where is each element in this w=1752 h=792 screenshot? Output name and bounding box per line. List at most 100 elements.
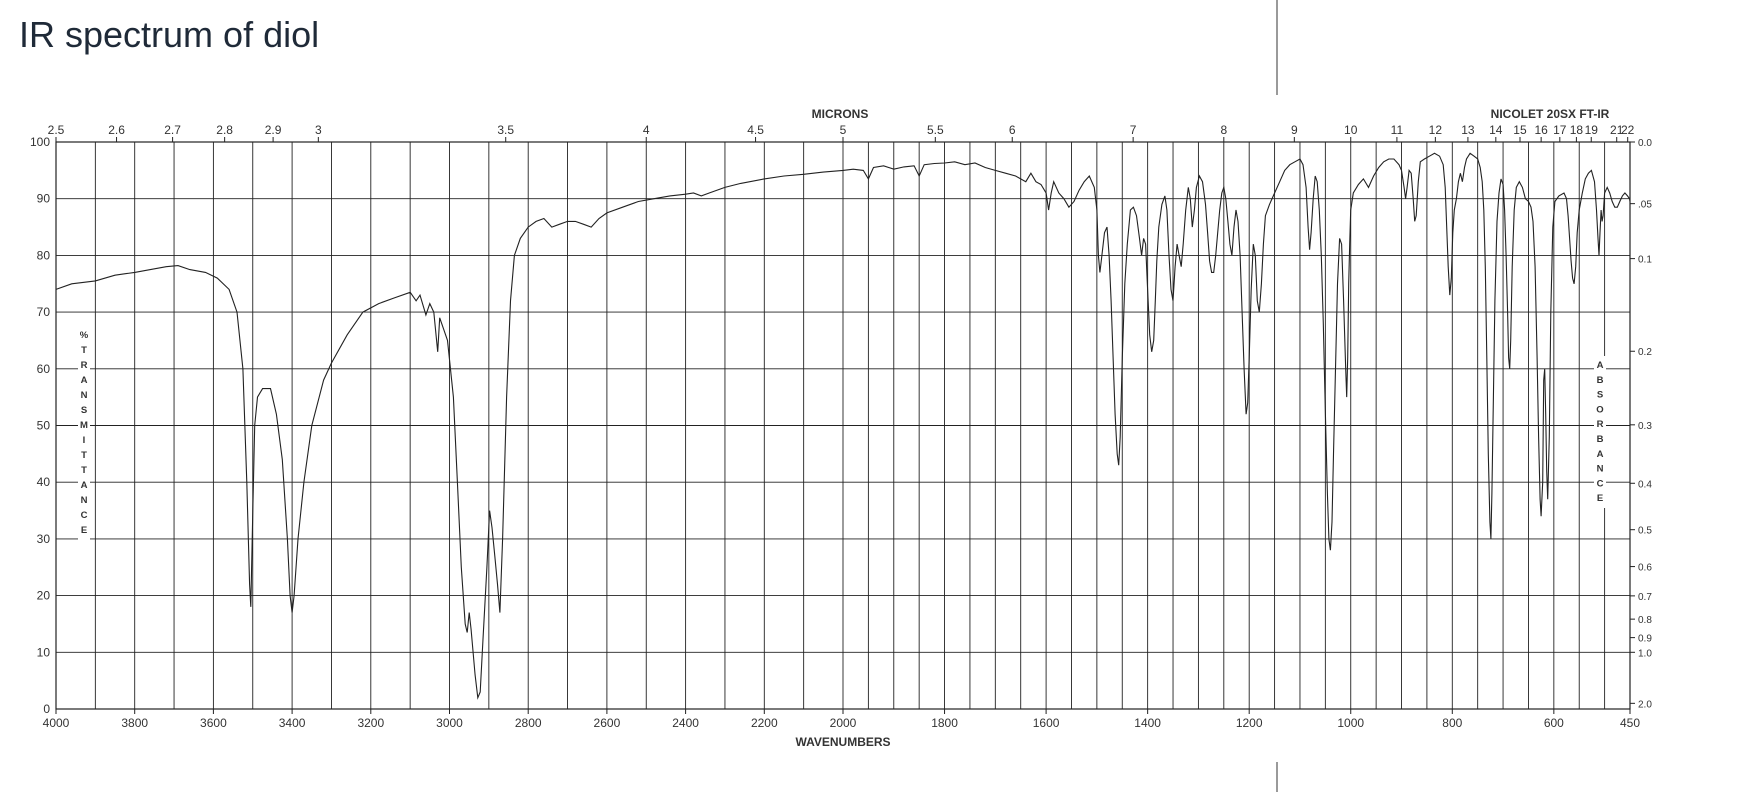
- micron-tick-label: 9: [1291, 123, 1298, 137]
- x-tick-label: 1800: [931, 716, 958, 730]
- y-tick-label: 90: [37, 192, 51, 206]
- y-tick-label: 70: [37, 305, 51, 319]
- axis-title-letter: N: [1597, 464, 1604, 475]
- absorbance-tick-label: 0.7: [1638, 592, 1652, 603]
- micron-tick-label: 15: [1513, 123, 1527, 137]
- axis-title-letter: I: [83, 435, 86, 446]
- y-tick-label: 30: [37, 532, 51, 546]
- spectrum-line: [55, 152, 1631, 700]
- x-tick-label: 3000: [436, 716, 463, 730]
- micron-tick-label: 4: [643, 123, 650, 137]
- absorbance-tick-label: 0.9: [1638, 634, 1652, 645]
- axis-title-letter: E: [1597, 493, 1603, 504]
- micron-tick-label: 2.8: [216, 123, 233, 137]
- micron-tick-label: 4.5: [747, 123, 764, 137]
- y-tick-label: 60: [37, 362, 51, 376]
- micron-tick-label: 5.5: [927, 123, 944, 137]
- micron-tick-label: 12: [1429, 123, 1443, 137]
- x-tick-label: 3400: [279, 716, 306, 730]
- y-tick-label: 0: [43, 702, 50, 716]
- page-title: IR spectrum of diol: [19, 14, 320, 55]
- micron-tick-label: 5: [840, 123, 847, 137]
- micron-tick-label: 3.5: [497, 123, 514, 137]
- axis-title-backdrop: [78, 326, 90, 540]
- axis-title-letter: O: [1596, 404, 1603, 415]
- micron-tick-label: 18: [1570, 123, 1584, 137]
- axis-title-letter: N: [81, 390, 88, 401]
- chart-grid: [56, 141, 1630, 710]
- y-tick-label: 40: [37, 475, 51, 489]
- y-tick-label: 20: [37, 589, 51, 603]
- panel-divider-bottom: [1276, 762, 1278, 792]
- micron-tick-label: 2.7: [164, 123, 181, 137]
- micron-tick-label: 6: [1009, 123, 1016, 137]
- x-tick-label: 4000: [43, 716, 70, 730]
- micron-tick-label: 3: [315, 123, 322, 137]
- x-tick-label: 2000: [830, 716, 857, 730]
- absorbance-tick-label: 0.2: [1638, 347, 1652, 358]
- x-tick-label: 1600: [1033, 716, 1060, 730]
- axis-title-backdrop: [1594, 356, 1606, 508]
- axis-title-letter: N: [81, 495, 88, 506]
- micron-tick-label: 22: [1621, 123, 1635, 137]
- axis-title-letter: S: [1597, 390, 1603, 401]
- micron-tick-label: 2.6: [108, 123, 125, 137]
- axis-title-letter: B: [1597, 434, 1604, 445]
- axis-title-letter: A: [1597, 360, 1604, 371]
- y-tick-label: 100: [30, 135, 50, 149]
- axis-title-letter: A: [81, 375, 88, 386]
- x-tick-label: 3600: [200, 716, 227, 730]
- x-tick-label: 3800: [121, 716, 148, 730]
- micron-tick-label: 11: [1391, 123, 1404, 137]
- y-tick-label: 80: [37, 248, 51, 262]
- axis-title-letter: C: [81, 510, 88, 521]
- micron-tick-label: 13: [1461, 123, 1475, 137]
- x-tick-label: 1400: [1134, 716, 1161, 730]
- y-tick-label: 50: [37, 419, 51, 433]
- axis-title-letter: A: [81, 480, 88, 491]
- x-tick-label: 3200: [357, 716, 384, 730]
- micron-tick-label: 10: [1344, 123, 1358, 137]
- axis-title-letter: %: [80, 330, 89, 341]
- instrument-label: NICOLET 20SX FT-IR: [1491, 107, 1610, 121]
- x-tick-label: 600: [1544, 716, 1564, 730]
- axis-title-letter: R: [81, 360, 88, 371]
- axis-title-letter: E: [81, 525, 87, 536]
- absorbance-tick-label: 0.3: [1638, 421, 1652, 432]
- x-tick-label: 1000: [1337, 716, 1364, 730]
- x-tick-label: 2800: [515, 716, 542, 730]
- absorbance-tick-label: 0.4: [1638, 479, 1652, 490]
- micron-tick-label: 16: [1534, 123, 1548, 137]
- absorbance-tick-label: 0.8: [1638, 615, 1652, 626]
- micron-tick-label: 19: [1585, 123, 1599, 137]
- axis-title-letter: A: [1597, 449, 1604, 460]
- axis-title-letter: S: [81, 405, 87, 416]
- absorbance-tick-label: 0.5: [1638, 526, 1652, 537]
- absorbance-tick-label: .05: [1638, 200, 1652, 211]
- absorbance-tick-label: 0.1: [1638, 255, 1652, 266]
- y-tick-label: 10: [37, 645, 51, 659]
- x-tick-label: 1200: [1236, 716, 1263, 730]
- x-tick-label: 2400: [672, 716, 699, 730]
- micron-tick-label: 2.9: [265, 123, 282, 137]
- x-tick-label: 2600: [594, 716, 621, 730]
- x-tick-label: 450: [1620, 716, 1640, 730]
- micron-tick-label: 7: [1130, 123, 1137, 137]
- axis-title-letter: T: [81, 450, 87, 461]
- micron-tick-label: 2.5: [48, 123, 65, 137]
- axis-title-letter: T: [81, 345, 87, 356]
- axis-title-letter: R: [1597, 419, 1604, 430]
- x-axis-title: WAVENUMBERS: [795, 735, 890, 749]
- x-tick-label: 800: [1442, 716, 1462, 730]
- absorbance-tick-label: 2.0: [1638, 699, 1652, 710]
- panel-divider-top: [1276, 0, 1278, 95]
- micron-axis-title: MICRONS: [812, 107, 869, 121]
- absorbance-tick-label: 0.0: [1638, 138, 1652, 149]
- axis-title-letter: M: [80, 420, 88, 431]
- axis-title-letter: T: [81, 465, 87, 476]
- axis-title-letter: C: [1597, 478, 1604, 489]
- x-tick-label: 2200: [751, 716, 778, 730]
